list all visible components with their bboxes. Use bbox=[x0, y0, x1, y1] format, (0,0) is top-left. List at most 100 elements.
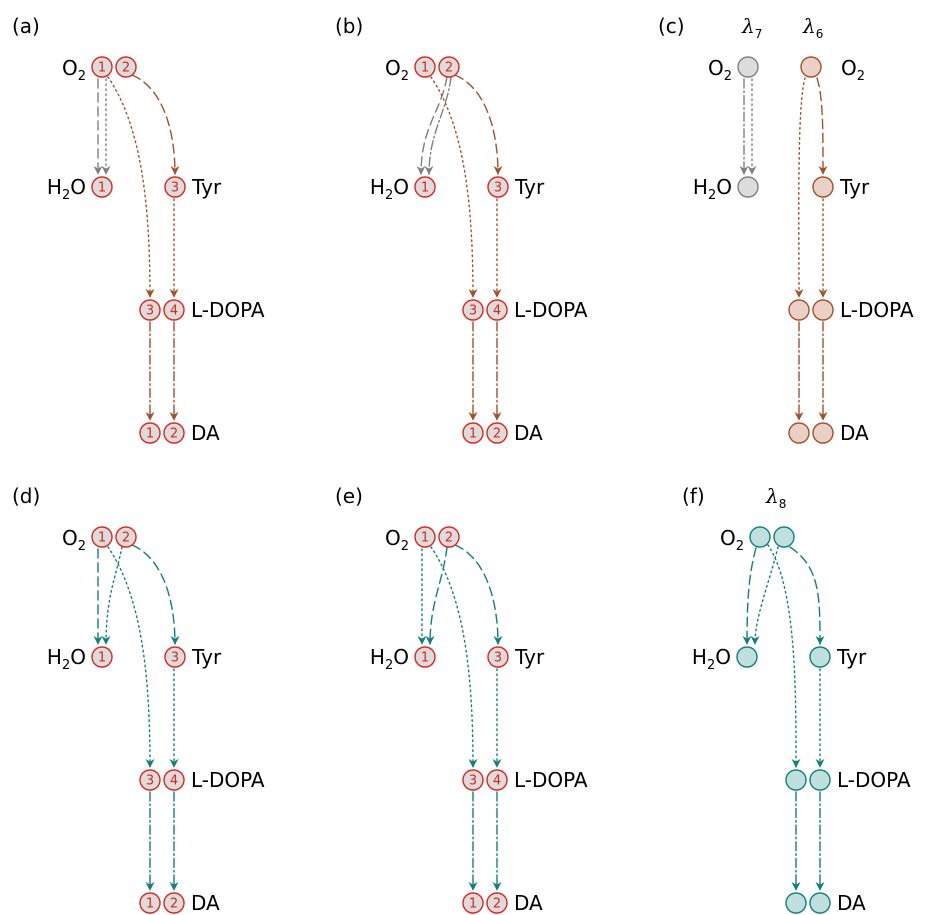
label-o2: O2 bbox=[385, 56, 409, 84]
o2-node-1: 1 bbox=[414, 526, 436, 548]
label-o2-left: O2 bbox=[708, 56, 732, 84]
tyr-node-number: 3 bbox=[171, 181, 179, 196]
o2-node-1 bbox=[749, 526, 771, 548]
label-h2o: H2O bbox=[370, 175, 409, 203]
tyr-node bbox=[809, 646, 831, 668]
arrow-o2-tyr bbox=[131, 544, 180, 645]
o2-node-2-number: 2 bbox=[445, 61, 453, 76]
o2-node-1: 1 bbox=[91, 56, 113, 78]
ldopa-node-1: 3 bbox=[462, 769, 484, 791]
da-node-2-circle bbox=[486, 892, 508, 914]
o2-node-2 bbox=[773, 526, 795, 548]
h2o-node: 1 bbox=[91, 176, 113, 198]
label-o2: O2 bbox=[385, 526, 409, 554]
tyr-node-circle bbox=[812, 176, 834, 198]
label-ldopa: L-DOPA bbox=[840, 298, 914, 322]
ldopa-node-1-number: 3 bbox=[146, 304, 154, 319]
da-node-2-circle bbox=[486, 422, 508, 444]
o2-node-gray-circle bbox=[737, 56, 759, 78]
ldopa-node-1-circle bbox=[139, 299, 161, 321]
label-da: DA bbox=[191, 891, 220, 915]
tyr-node: 3 bbox=[487, 176, 509, 198]
h2o-node-circle bbox=[91, 646, 113, 668]
o2-node-1-circle bbox=[91, 526, 113, 548]
o2-node-2: 2 bbox=[115, 526, 137, 548]
o2-node-2-circle bbox=[438, 526, 460, 548]
ldopa-node-2 bbox=[809, 769, 831, 791]
ldopa-node-1-circle bbox=[462, 299, 484, 321]
o2-node-2-number: 2 bbox=[122, 531, 130, 546]
da-node-2-circle bbox=[812, 422, 834, 444]
da-node-1-circle bbox=[462, 892, 484, 914]
tyr-node-circle bbox=[164, 176, 186, 198]
label-tyr: Tyr bbox=[191, 645, 222, 669]
h2o-node-number: 1 bbox=[98, 651, 106, 666]
label-o2: O2 bbox=[720, 526, 744, 554]
o2-node-2-circle bbox=[438, 56, 460, 78]
h2o-node-number: 1 bbox=[98, 181, 106, 196]
panel-label-a: (a) bbox=[12, 14, 40, 38]
panels-layer: (a) 1 2 1 3 3 4 1 2 O2 H2O Tyr L-DOPA DA (b) 1 2 1 3 3 4 1 2 O2… bbox=[12, 14, 914, 915]
panel-label-c: (c) bbox=[658, 14, 685, 38]
da-node-1 bbox=[788, 422, 810, 444]
da-node-2: 2 bbox=[486, 422, 508, 444]
da-node-2-number: 2 bbox=[493, 427, 501, 442]
ldopa-node-2: 4 bbox=[163, 299, 185, 321]
label-h2o: H2O bbox=[692, 645, 731, 673]
o2-node-2: 2 bbox=[438, 526, 460, 548]
o2-node-1-circle bbox=[414, 526, 436, 548]
ldopa-node-2-circle bbox=[486, 299, 508, 321]
label-tyr: Tyr bbox=[514, 645, 545, 669]
label-da: DA bbox=[514, 421, 543, 445]
da-node-1-circle bbox=[139, 422, 161, 444]
o2-node-1-circle bbox=[414, 56, 436, 78]
label-ldopa: L-DOPA bbox=[191, 768, 265, 792]
arrow-o2-tyr bbox=[789, 546, 825, 645]
da-node-1: 1 bbox=[139, 422, 161, 444]
ldopa-node-2: 4 bbox=[163, 769, 185, 791]
label-da: DA bbox=[514, 891, 543, 915]
label-h2o: H2O bbox=[47, 175, 86, 203]
arrow-o2-h2o-dashdot bbox=[424, 76, 452, 175]
tyr-node-circle bbox=[487, 646, 509, 668]
da-node-2-circle bbox=[163, 422, 185, 444]
da-node-1-number: 1 bbox=[469, 427, 477, 442]
ldopa-node-2-number: 4 bbox=[170, 304, 178, 319]
tyr-node-circle bbox=[487, 176, 509, 198]
h2o-node-circle bbox=[414, 176, 436, 198]
da-node-2-number: 2 bbox=[170, 897, 178, 912]
da-node-2: 2 bbox=[163, 892, 185, 914]
da-node-2 bbox=[812, 422, 834, 444]
o2-node-brown bbox=[800, 56, 822, 78]
o2-node-2-number: 2 bbox=[122, 61, 130, 76]
o2-node-1-number: 1 bbox=[421, 61, 429, 76]
arrow-o2-ldopa bbox=[430, 76, 478, 298]
o2-node-1-number: 1 bbox=[421, 531, 429, 546]
label-ldopa: L-DOPA bbox=[514, 768, 588, 792]
ldopa-node-2-number: 4 bbox=[493, 304, 501, 319]
label-da: DA bbox=[840, 421, 869, 445]
o2-node-2-circle bbox=[773, 526, 795, 548]
h2o-node bbox=[737, 176, 759, 198]
panel-e: (e) 1 2 1 3 3 4 1 2 O2 H2O Tyr L-DOPA DA bbox=[335, 484, 588, 915]
label-ldopa: L-DOPA bbox=[514, 298, 588, 322]
tyr-node: 3 bbox=[487, 646, 509, 668]
o2-node-2-number: 2 bbox=[445, 531, 453, 546]
da-node-1: 1 bbox=[462, 422, 484, 444]
arrow-o2-ldopa bbox=[430, 546, 478, 768]
da-node-2: 2 bbox=[486, 892, 508, 914]
label-tyr: Tyr bbox=[839, 175, 870, 199]
o2-node-1: 1 bbox=[91, 526, 113, 548]
arrow-o2-h2o-dash bbox=[416, 76, 448, 175]
h2o-node-circle bbox=[736, 646, 758, 668]
label-da: DA bbox=[191, 421, 220, 445]
ldopa-node-1-circle bbox=[785, 769, 807, 791]
da-node-1-circle bbox=[462, 422, 484, 444]
label-o2: O2 bbox=[62, 56, 86, 84]
tyr-node-number: 3 bbox=[171, 651, 179, 666]
arrow-o2-h2o-dash bbox=[742, 547, 757, 645]
ldopa-node-1: 3 bbox=[462, 299, 484, 321]
ldopa-node-2-circle bbox=[809, 769, 831, 791]
ldopa-node-1-circle bbox=[788, 299, 810, 321]
